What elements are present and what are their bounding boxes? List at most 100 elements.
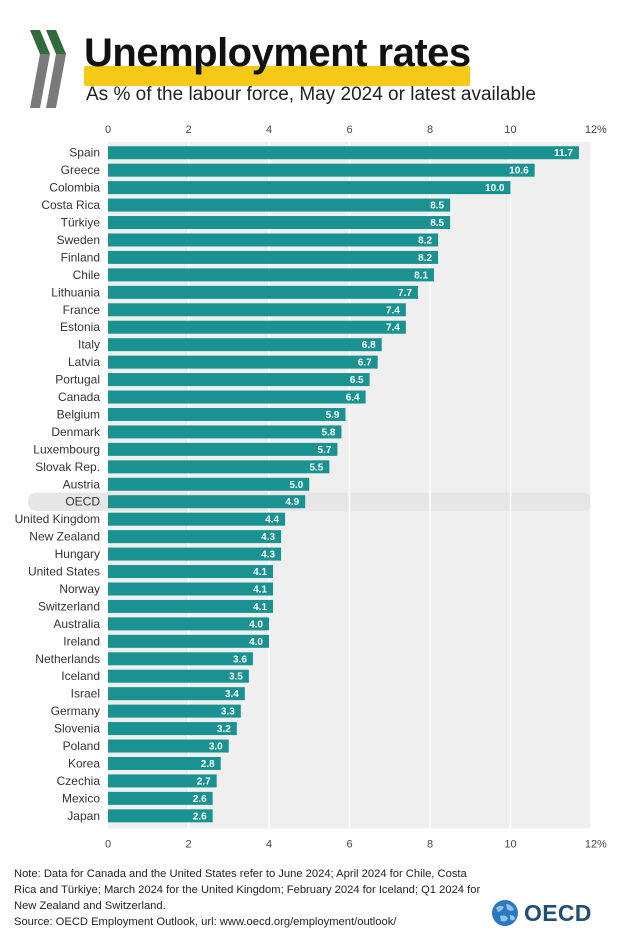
note-text: Note: Data for Canada and the United Sta… bbox=[14, 868, 481, 912]
value-label: 3.4 bbox=[225, 689, 239, 700]
bar-chart: 0 0 2 2 4 4 6 6 8 8 10 10 12 12%% Spain 11.7 Greece 10.6 C… bbox=[15, 124, 607, 851]
x-tick-label-top: 4 bbox=[266, 124, 272, 136]
bar bbox=[108, 530, 282, 544]
category-label: Türkiye bbox=[61, 216, 101, 230]
value-label: 4.1 bbox=[253, 567, 267, 578]
category-label: Estonia bbox=[60, 320, 100, 334]
bar bbox=[108, 181, 511, 195]
category-label: Costa Rica bbox=[41, 198, 100, 212]
value-label: 3.2 bbox=[217, 724, 231, 735]
category-label: Ireland bbox=[63, 634, 100, 648]
x-tick-label-bottom: 8 bbox=[427, 839, 433, 851]
x-tick-label-bottom: 0 bbox=[105, 839, 111, 851]
bar bbox=[108, 565, 274, 579]
value-label: 4.9 bbox=[285, 497, 299, 508]
category-label: Japan bbox=[67, 809, 100, 823]
category-label: New Zealand bbox=[29, 530, 100, 544]
value-label: 5.0 bbox=[289, 480, 303, 491]
value-label: 4.1 bbox=[253, 584, 267, 595]
value-label: 8.5 bbox=[430, 218, 444, 229]
value-label: 8.5 bbox=[430, 201, 444, 212]
value-label: 7.4 bbox=[386, 323, 400, 334]
bar bbox=[108, 338, 382, 352]
value-label: 5.9 bbox=[326, 410, 340, 421]
bar bbox=[108, 407, 346, 421]
value-label: 4.0 bbox=[249, 637, 263, 648]
x-tick-label-bottom: 12 bbox=[585, 839, 597, 851]
bar bbox=[108, 163, 535, 177]
value-label: 8.2 bbox=[418, 235, 432, 246]
chart-title: Unemployment rates bbox=[84, 31, 471, 75]
x-tick-label-bottom: 4 bbox=[266, 839, 272, 851]
value-label: 8.2 bbox=[418, 253, 432, 264]
bar bbox=[108, 477, 310, 491]
bar bbox=[108, 774, 217, 788]
bar bbox=[108, 599, 274, 613]
category-label: United Kingdom bbox=[15, 512, 100, 526]
value-label: 6.8 bbox=[362, 340, 376, 351]
category-label: Australia bbox=[53, 617, 100, 631]
x-tick-label-top: 10 bbox=[504, 124, 516, 136]
bar bbox=[108, 460, 330, 474]
category-label: OECD bbox=[65, 495, 100, 509]
category-label: Denmark bbox=[51, 425, 101, 439]
x-tick-label-top: 0 bbox=[105, 124, 111, 136]
value-label: 5.8 bbox=[322, 427, 336, 438]
source-text: Source: OECD Employment Outlook, url: ww… bbox=[14, 916, 397, 928]
category-label: Finland bbox=[61, 250, 100, 264]
category-label: Luxembourg bbox=[33, 442, 100, 456]
value-label: 6.7 bbox=[358, 358, 372, 369]
bar bbox=[108, 547, 282, 561]
category-label: Switzerland bbox=[38, 599, 100, 613]
category-label: Iceland bbox=[61, 669, 100, 683]
bar bbox=[108, 216, 451, 230]
category-label: Belgium bbox=[57, 407, 100, 421]
bar bbox=[108, 634, 269, 648]
chart-subtitle: As % of the labour force, May 2024 or la… bbox=[86, 84, 536, 105]
title-highlight bbox=[84, 66, 470, 86]
bar bbox=[108, 809, 213, 823]
value-label: 6.5 bbox=[350, 375, 364, 386]
oecd-wordmark: OECD bbox=[524, 900, 592, 926]
category-label: Latvia bbox=[68, 355, 100, 369]
category-label: Germany bbox=[51, 704, 100, 718]
category-label: Sweden bbox=[57, 233, 100, 247]
x-tick-label-top: 6 bbox=[346, 124, 352, 136]
category-label: Mexico bbox=[62, 791, 100, 805]
bar bbox=[108, 756, 221, 770]
value-label: 10.6 bbox=[509, 166, 529, 177]
bar bbox=[108, 442, 338, 456]
category-label: Israel bbox=[71, 687, 100, 701]
bar bbox=[108, 669, 249, 683]
category-label: Italy bbox=[78, 338, 100, 352]
value-label: 4.0 bbox=[249, 619, 263, 630]
category-label: United States bbox=[28, 565, 100, 579]
category-label: Poland bbox=[63, 739, 100, 753]
globe-icon bbox=[492, 900, 518, 926]
oecd-chevron-logo bbox=[30, 30, 66, 108]
x-tick-label-top: 8 bbox=[427, 124, 433, 136]
category-label: Greece bbox=[61, 163, 101, 177]
value-label: 4.3 bbox=[261, 550, 275, 561]
value-label: 8.1 bbox=[414, 270, 428, 281]
category-label: Lithuania bbox=[51, 285, 100, 299]
category-label: Austria bbox=[63, 477, 101, 491]
bar bbox=[108, 320, 406, 334]
category-label: Norway bbox=[59, 582, 100, 596]
chevron-gray-right bbox=[46, 54, 66, 108]
bar bbox=[108, 373, 370, 387]
value-label: 6.4 bbox=[346, 393, 360, 404]
category-label: Netherlands bbox=[35, 652, 100, 666]
value-label: 11.7 bbox=[554, 148, 573, 159]
value-label: 3.3 bbox=[221, 707, 235, 718]
bar bbox=[108, 722, 237, 736]
bar bbox=[108, 250, 439, 264]
x-tick-label-top: 2 bbox=[185, 124, 191, 136]
x-tick-label-bottom: 10 bbox=[504, 839, 516, 851]
value-label: 2.6 bbox=[193, 811, 207, 822]
category-label: Spain bbox=[69, 146, 100, 160]
bar bbox=[108, 285, 418, 299]
value-label: 5.7 bbox=[318, 445, 332, 456]
bar bbox=[108, 198, 451, 212]
value-label: 4.3 bbox=[261, 532, 275, 543]
